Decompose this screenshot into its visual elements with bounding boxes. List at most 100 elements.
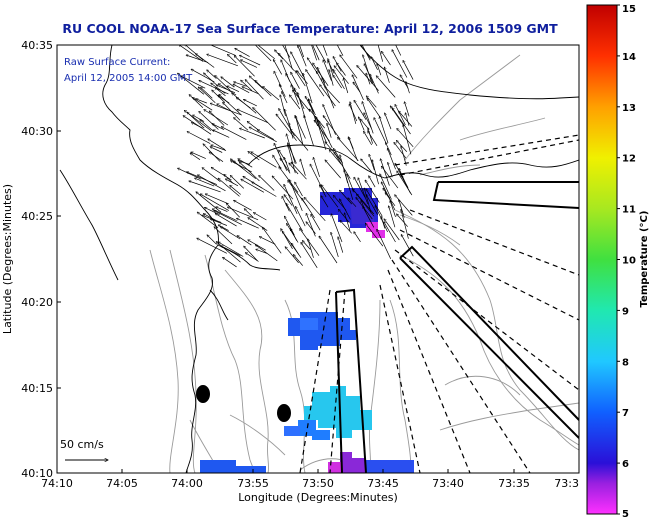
current-vector <box>196 54 215 68</box>
current-vector <box>282 92 288 104</box>
current-vectors <box>177 45 414 268</box>
current-vector <box>380 174 392 200</box>
current-vector <box>395 45 402 56</box>
current-vector <box>240 60 258 68</box>
current-vector <box>220 227 241 240</box>
annotation-line1: Raw Surface Current: <box>64 57 170 68</box>
current-vector <box>297 71 308 84</box>
current-vector <box>211 167 232 181</box>
colorbar-tick-label: 15 <box>622 4 636 15</box>
current-vector <box>186 55 209 63</box>
current-vector <box>209 111 225 126</box>
colorbar-tick-label: 10 <box>622 256 636 267</box>
current-vector <box>291 243 300 255</box>
current-vector <box>295 115 306 139</box>
x-tick-label: 73:45 <box>367 477 399 490</box>
current-vector <box>216 207 228 212</box>
current-vector <box>236 218 259 229</box>
current-vector <box>323 104 336 135</box>
current-vector <box>235 48 250 57</box>
current-vector <box>293 255 303 266</box>
current-vector <box>333 75 342 89</box>
current-vector <box>322 78 335 109</box>
current-vector <box>328 59 334 77</box>
current-vector <box>388 162 393 178</box>
current-vector <box>221 127 247 140</box>
colorbar-tick-label: 7 <box>622 408 629 419</box>
current-vector <box>214 211 242 225</box>
current-vector <box>263 86 280 101</box>
current-vector <box>394 142 407 159</box>
current-vector <box>197 175 226 192</box>
current-vector <box>219 94 242 116</box>
current-vector <box>296 206 306 227</box>
scale-label: 50 cm/s <box>60 438 104 451</box>
current-vector <box>253 108 276 131</box>
current-vector <box>302 241 311 250</box>
marker-dot <box>196 385 210 403</box>
colorbar: 5 6 7 8 9 10 11 12 13 14 15 Temperature (°C) <box>586 4 650 519</box>
current-vector <box>298 45 307 67</box>
current-vector <box>196 192 222 213</box>
current-vector <box>253 213 267 221</box>
current-vector <box>360 45 371 59</box>
current-vector <box>381 182 396 211</box>
current-vector <box>249 127 277 143</box>
current-vector <box>284 109 292 130</box>
current-vector <box>231 161 252 173</box>
current-vector <box>208 139 226 150</box>
current-vector <box>289 95 301 110</box>
current-vector <box>387 148 396 170</box>
current-vector <box>290 180 303 212</box>
current-vector <box>290 228 298 241</box>
current-vector <box>321 185 339 208</box>
y-axis-label: Latitude (Degrees:Minutes) <box>1 184 14 334</box>
current-vector <box>300 228 320 256</box>
y-tick-label: 40:10 <box>21 467 53 480</box>
current-vector <box>340 220 352 234</box>
current-vector <box>384 222 396 243</box>
current-vector <box>340 199 351 220</box>
current-vector <box>298 93 306 119</box>
current-vector <box>234 200 252 211</box>
current-vector <box>403 60 414 80</box>
current-vector <box>187 112 205 129</box>
current-vector <box>353 82 361 93</box>
current-vector <box>197 212 219 228</box>
current-vector <box>399 111 413 127</box>
current-vector <box>313 157 320 178</box>
current-vector <box>284 216 295 236</box>
current-vector <box>389 206 396 228</box>
current-vector <box>343 78 349 94</box>
current-vector <box>281 60 291 82</box>
x-tick-label: 74:05 <box>106 477 138 490</box>
current-vector <box>399 199 405 218</box>
current-vector <box>218 225 229 231</box>
current-vector <box>401 146 407 166</box>
current-vector <box>178 168 202 180</box>
figure-title: RU COOL NOAA-17 Sea Surface Temperature:… <box>62 21 558 36</box>
current-vector <box>230 159 257 179</box>
current-vector <box>305 96 315 113</box>
current-vector <box>333 69 345 90</box>
current-vector <box>315 45 327 63</box>
current-vector <box>179 45 204 62</box>
current-vector <box>215 213 237 227</box>
current-vector <box>401 209 409 239</box>
annotation-line2: April 12, 2005 14:00 GMT <box>64 73 193 84</box>
current-vector <box>361 200 366 212</box>
current-vector <box>257 130 275 140</box>
lane-boxes <box>335 181 579 473</box>
current-vector <box>333 148 343 164</box>
current-vector <box>325 142 343 163</box>
current-vector <box>395 195 413 216</box>
current-vector <box>396 140 408 152</box>
current-vector <box>203 144 221 162</box>
current-vector <box>323 116 341 140</box>
current-vector <box>327 123 332 138</box>
current-vector <box>304 115 314 146</box>
x-axis: 74:10 74:05 74:00 73:55 73:50 73:45 73:4… <box>41 469 579 504</box>
current-vector <box>364 113 372 129</box>
current-vector <box>237 236 252 246</box>
